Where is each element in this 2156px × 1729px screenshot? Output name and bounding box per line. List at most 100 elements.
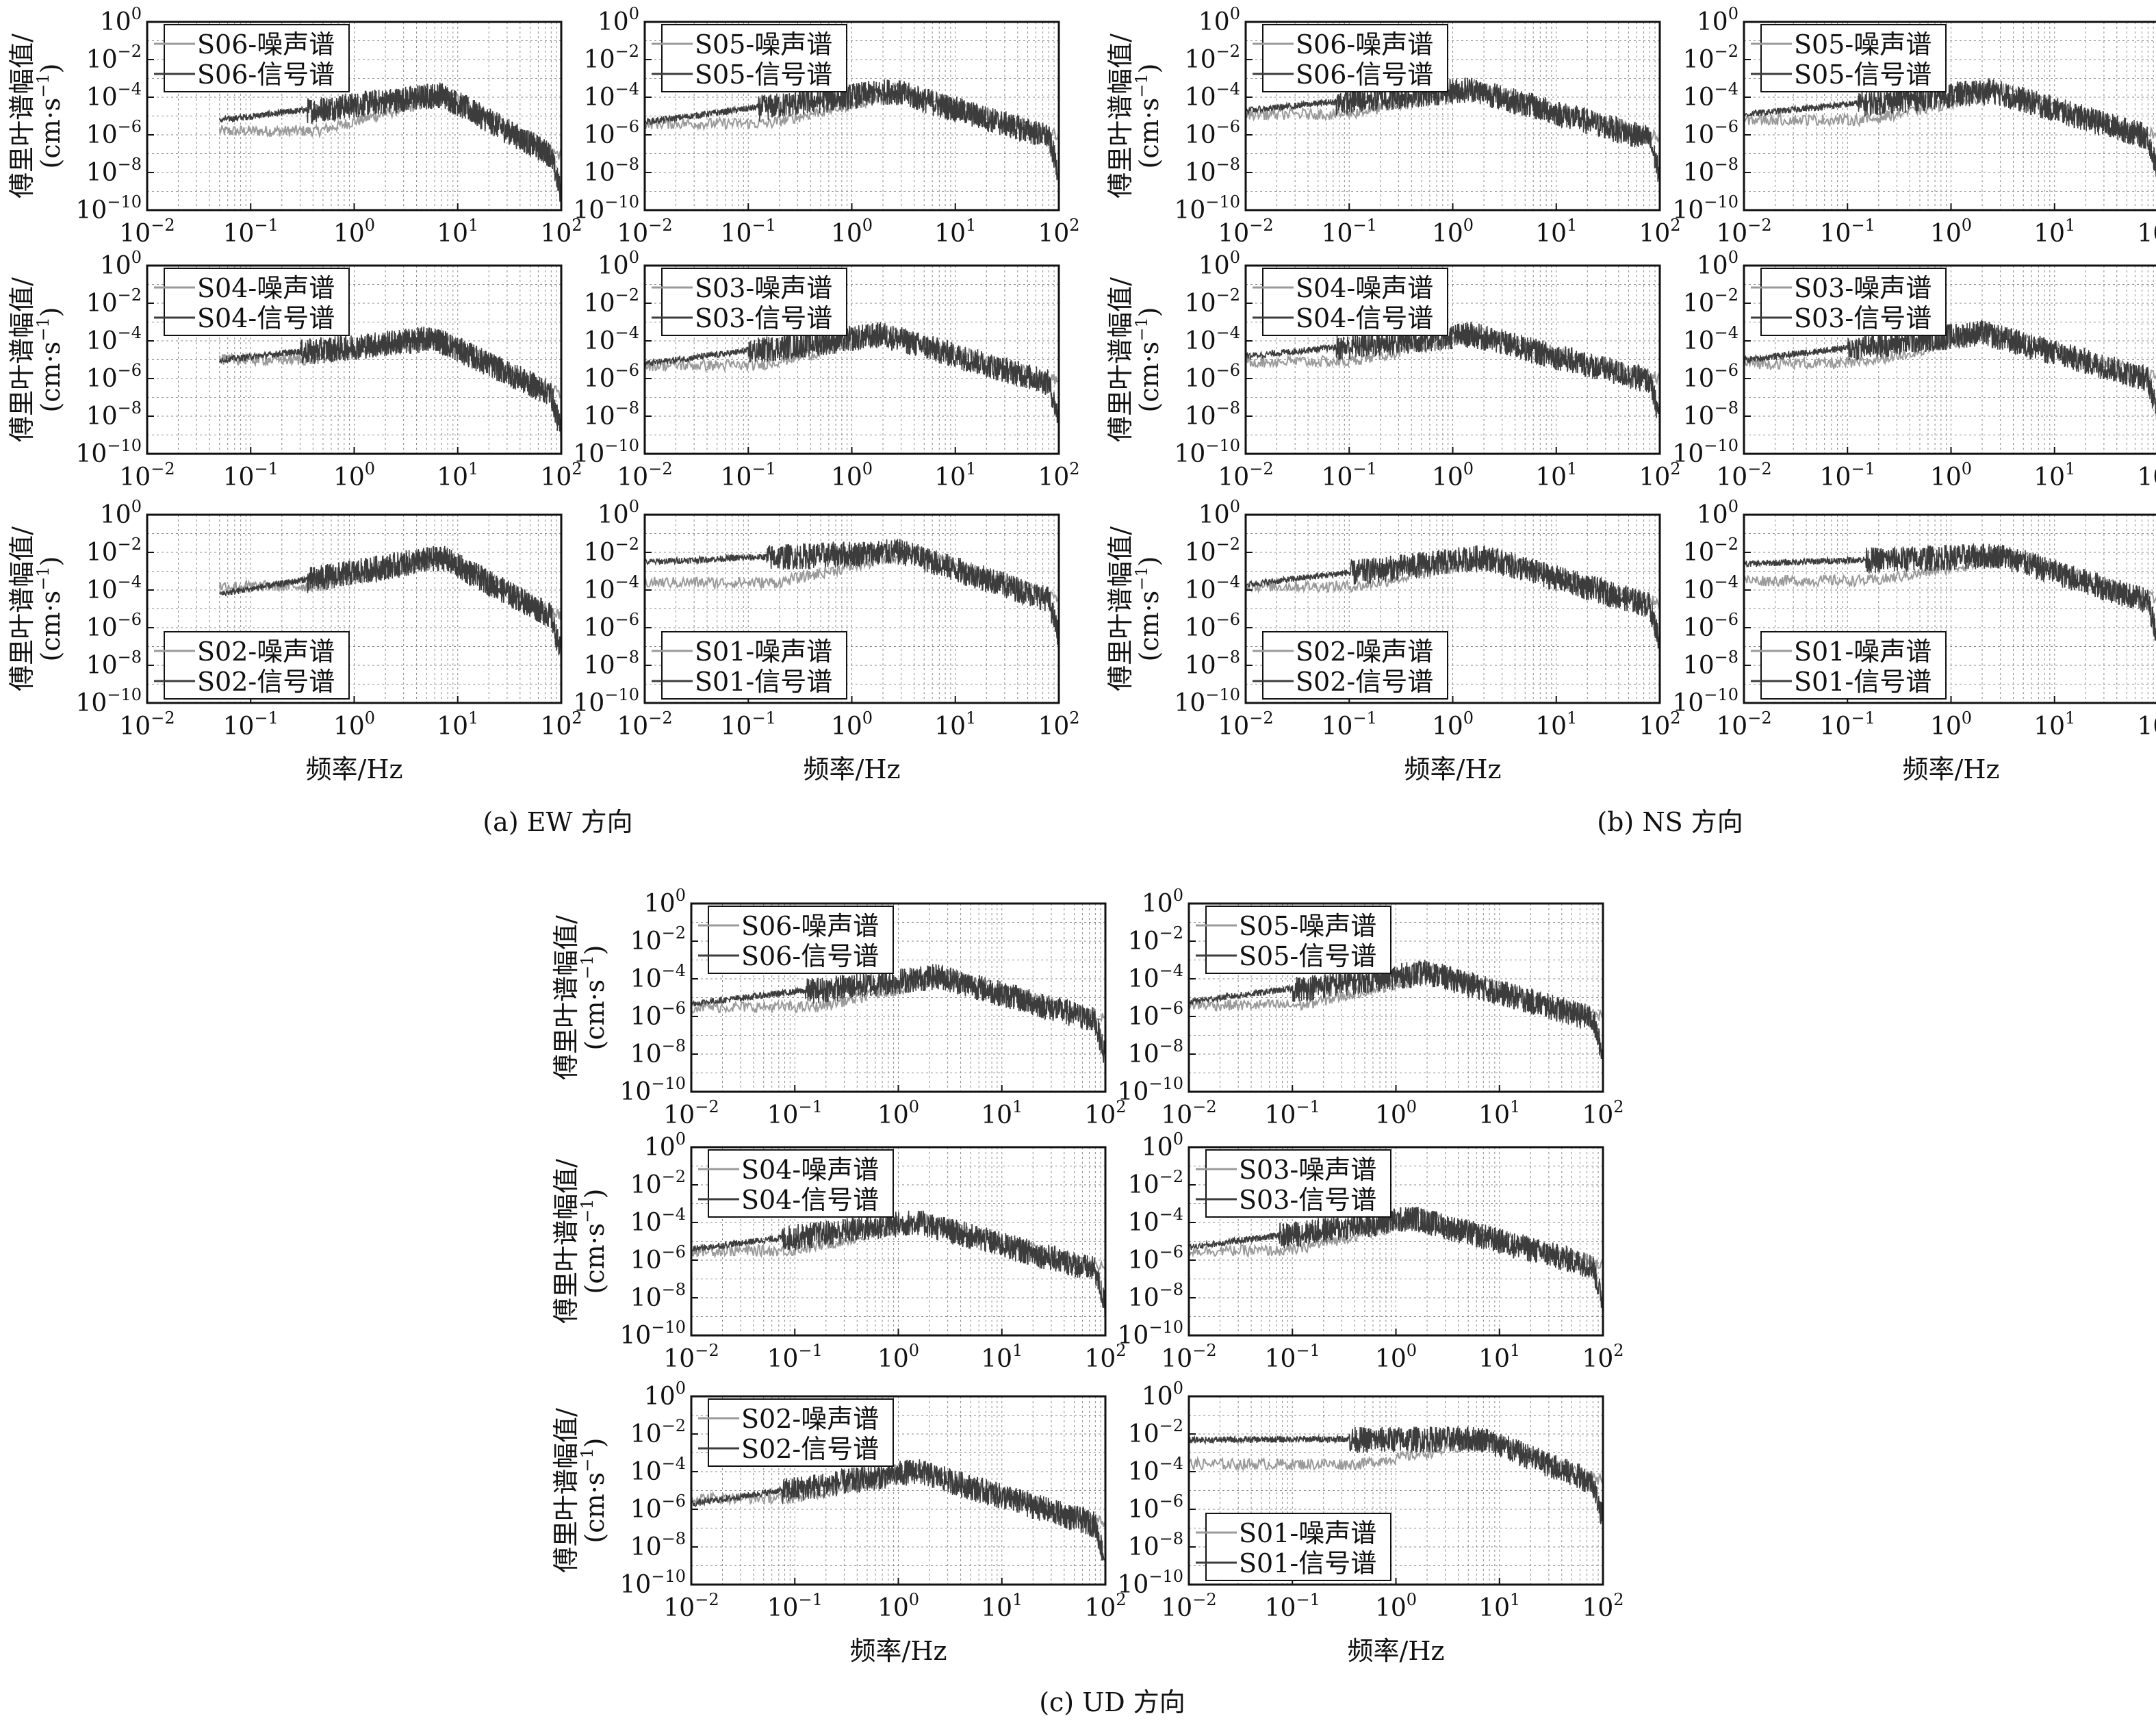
y-unit-exp: −1 <box>578 1448 597 1472</box>
y-unit-base: (cm·s <box>580 1472 610 1544</box>
y-tick-label-exp: −2 <box>662 1167 686 1186</box>
y-tick-label-base: 10 <box>630 927 662 956</box>
y-tick-label: 10−4 <box>1128 961 1183 993</box>
x-tick-label-base: 10 <box>1478 1594 1510 1622</box>
y-tick-label-exp: −10 <box>1704 436 1738 455</box>
noise-spectrum-line <box>1188 962 1604 1023</box>
y-tick-label: 10−2 <box>630 1167 686 1199</box>
legend-signal-label: S03-信号谱 <box>1239 1185 1376 1215</box>
y-tick-label-base: 10 <box>86 290 118 318</box>
legend-noise-label: S05-噪声谱 <box>1239 911 1376 941</box>
legend-noise-label: S02-噪声谱 <box>741 1404 879 1434</box>
x-tick-label-base: 10 <box>1930 713 1962 741</box>
x-tick-label-exp: 2 <box>1069 216 1079 235</box>
y-tick-label: 10−10 <box>574 192 639 225</box>
caption-ew: (a) EW 方向 <box>483 807 632 837</box>
y-tick-label: 100 <box>598 497 639 529</box>
y-tick-label-exp: −8 <box>615 398 639 418</box>
y-tick-label-base: 10 <box>1128 927 1159 956</box>
y-tick-label-exp: −6 <box>118 117 142 136</box>
y-tick-label-base: 10 <box>1683 121 1715 149</box>
x-tick-label-base: 10 <box>1535 220 1567 248</box>
y-tick-label-exp: −4 <box>662 1205 686 1224</box>
y-tick-label-exp: −8 <box>1715 648 1738 667</box>
x-tick-label: 102 <box>1084 1590 1126 1622</box>
signal-spectrum-line <box>1743 543 2156 641</box>
signal-spectrum-line <box>218 326 562 444</box>
x-tick-label: 10−1 <box>1322 216 1377 248</box>
legend-signal-label: S05-信号谱 <box>695 60 832 90</box>
x-tick-label-exp: −2 <box>1249 708 1273 728</box>
x-tick-label: 102 <box>1038 216 1079 248</box>
y-tick-label: 10−2 <box>630 1416 686 1448</box>
y-axis-label-unit: (cm·s−1) <box>34 307 66 413</box>
y-tick-label-base: 10 <box>86 539 118 567</box>
x-tick-label-exp: 0 <box>909 1341 919 1360</box>
y-unit-close: ) <box>1134 64 1164 74</box>
y-tick-label-exp: −2 <box>1159 1167 1183 1186</box>
x-tick-label-exp: −2 <box>1192 1097 1216 1116</box>
legend-signal-label: S06-信号谱 <box>197 60 335 90</box>
x-tick-label: 100 <box>831 459 873 491</box>
y-axis-label-title: 傅里叶谱幅值/ <box>551 915 581 1080</box>
x-tick-label: 101 <box>2033 708 2075 741</box>
x-tick-label-exp: 0 <box>365 216 375 235</box>
y-axis-label-title: 傅里叶谱幅值/ <box>1105 526 1135 691</box>
y-unit-exp: −1 <box>34 73 53 97</box>
x-tick-label-exp: 0 <box>1407 1590 1417 1609</box>
x-tick-label: 10−2 <box>1161 1590 1216 1622</box>
signal-spectrum-line <box>1188 1206 1604 1312</box>
x-tick-label-exp: −1 <box>798 1097 822 1116</box>
x-tick-label-exp: 0 <box>1962 459 1972 478</box>
legend-noise-label: S01-噪声谱 <box>1239 1518 1376 1548</box>
y-tick-label-base: 10 <box>1142 1134 1173 1162</box>
x-tick-label: 10−2 <box>1716 708 1771 741</box>
x-tick-label: 102 <box>2137 708 2156 741</box>
y-tick-label: 10−6 <box>1185 117 1240 149</box>
legend-box <box>661 24 847 92</box>
x-tick-label-exp: 0 <box>1962 708 1972 728</box>
x-tick-label-exp: −2 <box>695 1341 719 1360</box>
x-tick-label-exp: 0 <box>909 1097 919 1116</box>
x-tick-label: 101 <box>1478 1341 1520 1373</box>
signal-spectrum-line <box>1245 321 1660 426</box>
x-tick-label: 101 <box>1535 708 1577 741</box>
y-tick-label-base: 10 <box>584 652 615 680</box>
x-tick-label-exp: 0 <box>1407 1097 1417 1116</box>
x-tick-label-base: 10 <box>831 220 862 248</box>
x-tick-label-exp: 1 <box>1012 1341 1023 1360</box>
y-tick-label-base: 10 <box>630 1040 662 1068</box>
y-tick-label: 10−10 <box>1175 192 1240 225</box>
x-tick-label-exp: −1 <box>1352 708 1376 728</box>
x-tick-label: 10−1 <box>721 216 776 248</box>
y-tick-label-base: 10 <box>1175 689 1206 717</box>
y-tick-label-exp: −8 <box>662 1529 686 1548</box>
x-tick-label-exp: −1 <box>1352 216 1376 235</box>
x-tick-label-base: 10 <box>767 1594 799 1622</box>
y-tick-label-base: 10 <box>1118 1322 1149 1350</box>
y-tick-label: 100 <box>1142 886 1183 918</box>
x-tick-label: 100 <box>877 1590 919 1622</box>
x-tick-label-exp: −1 <box>254 708 278 728</box>
x-tick-label-base: 10 <box>119 220 151 248</box>
y-tick-label-base: 10 <box>1697 8 1728 36</box>
legend-signal-label: S01-信号谱 <box>695 667 832 697</box>
signal-spectrum-line <box>691 1210 1106 1316</box>
legend-signal-label: S02-信号谱 <box>1296 667 1433 697</box>
y-tick-label-base: 10 <box>1185 614 1216 642</box>
y-tick-label-base: 10 <box>1673 689 1704 717</box>
y-tick-label-base: 10 <box>1697 501 1728 529</box>
x-tick-label-base: 10 <box>1084 1594 1116 1622</box>
signal-spectrum-line <box>691 964 1106 1063</box>
x-tick-label: 10−1 <box>1820 459 1875 491</box>
y-tick-label-exp: 0 <box>629 248 639 267</box>
y-tick-label-exp: −6 <box>662 1242 686 1261</box>
x-tick-label-base: 10 <box>1322 220 1353 248</box>
x-tick-label: 102 <box>1639 459 1680 491</box>
y-tick-label-exp: 0 <box>1728 248 1738 267</box>
